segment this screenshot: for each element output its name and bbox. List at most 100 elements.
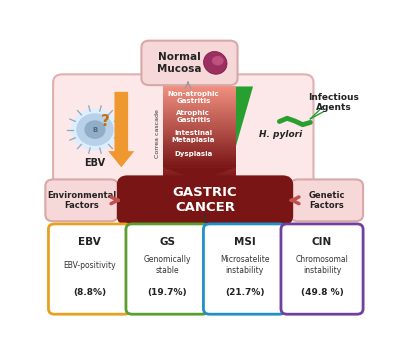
Bar (163, 117, 236, 119)
Polygon shape (108, 92, 134, 167)
Bar (163, 126, 236, 129)
Bar (163, 100, 236, 103)
Circle shape (85, 121, 105, 138)
Bar (163, 135, 236, 137)
Bar (163, 107, 236, 110)
FancyBboxPatch shape (48, 224, 131, 314)
Bar (163, 102, 236, 105)
Bar (163, 135, 236, 138)
Bar (163, 152, 236, 155)
FancyBboxPatch shape (204, 224, 286, 314)
Text: Infectious
Agents: Infectious Agents (308, 93, 359, 112)
Bar (163, 147, 236, 149)
Bar (163, 161, 236, 163)
Bar (163, 139, 236, 141)
Circle shape (72, 109, 118, 150)
Bar (163, 133, 236, 136)
Bar (163, 112, 236, 115)
Circle shape (77, 114, 113, 145)
Bar (163, 92, 236, 95)
Bar (163, 165, 236, 167)
Bar (163, 94, 236, 97)
FancyBboxPatch shape (53, 74, 314, 191)
Text: MSI: MSI (234, 237, 256, 247)
Text: Non-atrophic
Gastritis: Non-atrophic Gastritis (168, 91, 219, 104)
Bar (163, 128, 236, 131)
Text: Intestinal
Metaplasia: Intestinal Metaplasia (172, 130, 215, 143)
FancyBboxPatch shape (142, 41, 238, 85)
Bar (163, 88, 236, 91)
Bar (163, 93, 236, 96)
FancyBboxPatch shape (118, 177, 292, 224)
FancyBboxPatch shape (45, 180, 118, 221)
Text: (19.7%): (19.7%) (147, 288, 187, 298)
Bar (163, 151, 236, 153)
Bar (163, 112, 236, 115)
Bar (163, 178, 236, 181)
Text: B: B (92, 127, 98, 133)
Bar (163, 86, 236, 89)
Text: (49.8 %): (49.8 %) (301, 288, 344, 298)
Bar (163, 91, 236, 93)
Bar (163, 96, 236, 99)
Text: Chromosomal
instability: Chromosomal instability (296, 256, 348, 275)
Bar (163, 104, 236, 107)
Bar (163, 147, 236, 150)
Bar (163, 95, 236, 98)
Bar (163, 149, 236, 153)
Text: H. pylori: H. pylori (259, 130, 302, 139)
Bar (163, 127, 236, 129)
Bar (163, 103, 236, 105)
Bar (163, 110, 236, 112)
Text: Genomically
stable: Genomically stable (143, 256, 191, 275)
Bar (163, 173, 236, 176)
Bar (163, 108, 236, 111)
Bar (163, 155, 236, 157)
Bar (163, 124, 236, 127)
Ellipse shape (204, 51, 227, 74)
Bar (163, 98, 236, 100)
Text: ?: ? (101, 114, 110, 129)
Bar (163, 100, 236, 103)
Bar (163, 159, 236, 161)
Polygon shape (236, 86, 253, 146)
Text: Microsatelite
instability: Microsatelite instability (220, 256, 269, 275)
Text: Normal
Mucosa: Normal Mucosa (157, 52, 201, 74)
Bar (163, 161, 236, 164)
Bar (163, 149, 236, 151)
Text: (8.8%): (8.8%) (73, 288, 106, 298)
Bar (163, 153, 236, 155)
Bar (163, 154, 236, 157)
Bar (163, 145, 236, 148)
Ellipse shape (212, 56, 224, 65)
Bar (163, 125, 236, 127)
Bar (163, 168, 236, 172)
FancyBboxPatch shape (126, 224, 208, 314)
Bar (163, 114, 236, 117)
FancyBboxPatch shape (281, 224, 363, 314)
Text: Genetic
Factors: Genetic Factors (308, 191, 345, 210)
Bar (163, 88, 236, 91)
Bar (163, 90, 236, 92)
Text: CIN: CIN (312, 237, 332, 247)
Bar (163, 142, 236, 145)
Bar (163, 119, 236, 122)
Text: Correa cascade: Correa cascade (155, 109, 160, 158)
Polygon shape (163, 167, 236, 181)
Bar (163, 122, 236, 125)
Text: GS: GS (159, 237, 175, 247)
Bar (163, 111, 236, 113)
Bar (163, 114, 236, 117)
Bar (163, 131, 236, 133)
Bar (163, 159, 236, 162)
Bar (163, 117, 236, 119)
Bar (163, 163, 236, 165)
Bar (163, 157, 236, 160)
Bar (163, 131, 236, 134)
Bar (163, 143, 236, 145)
Bar (163, 119, 236, 121)
Bar (163, 133, 236, 135)
Bar (163, 140, 236, 143)
Bar (163, 121, 236, 124)
Bar (163, 166, 236, 169)
